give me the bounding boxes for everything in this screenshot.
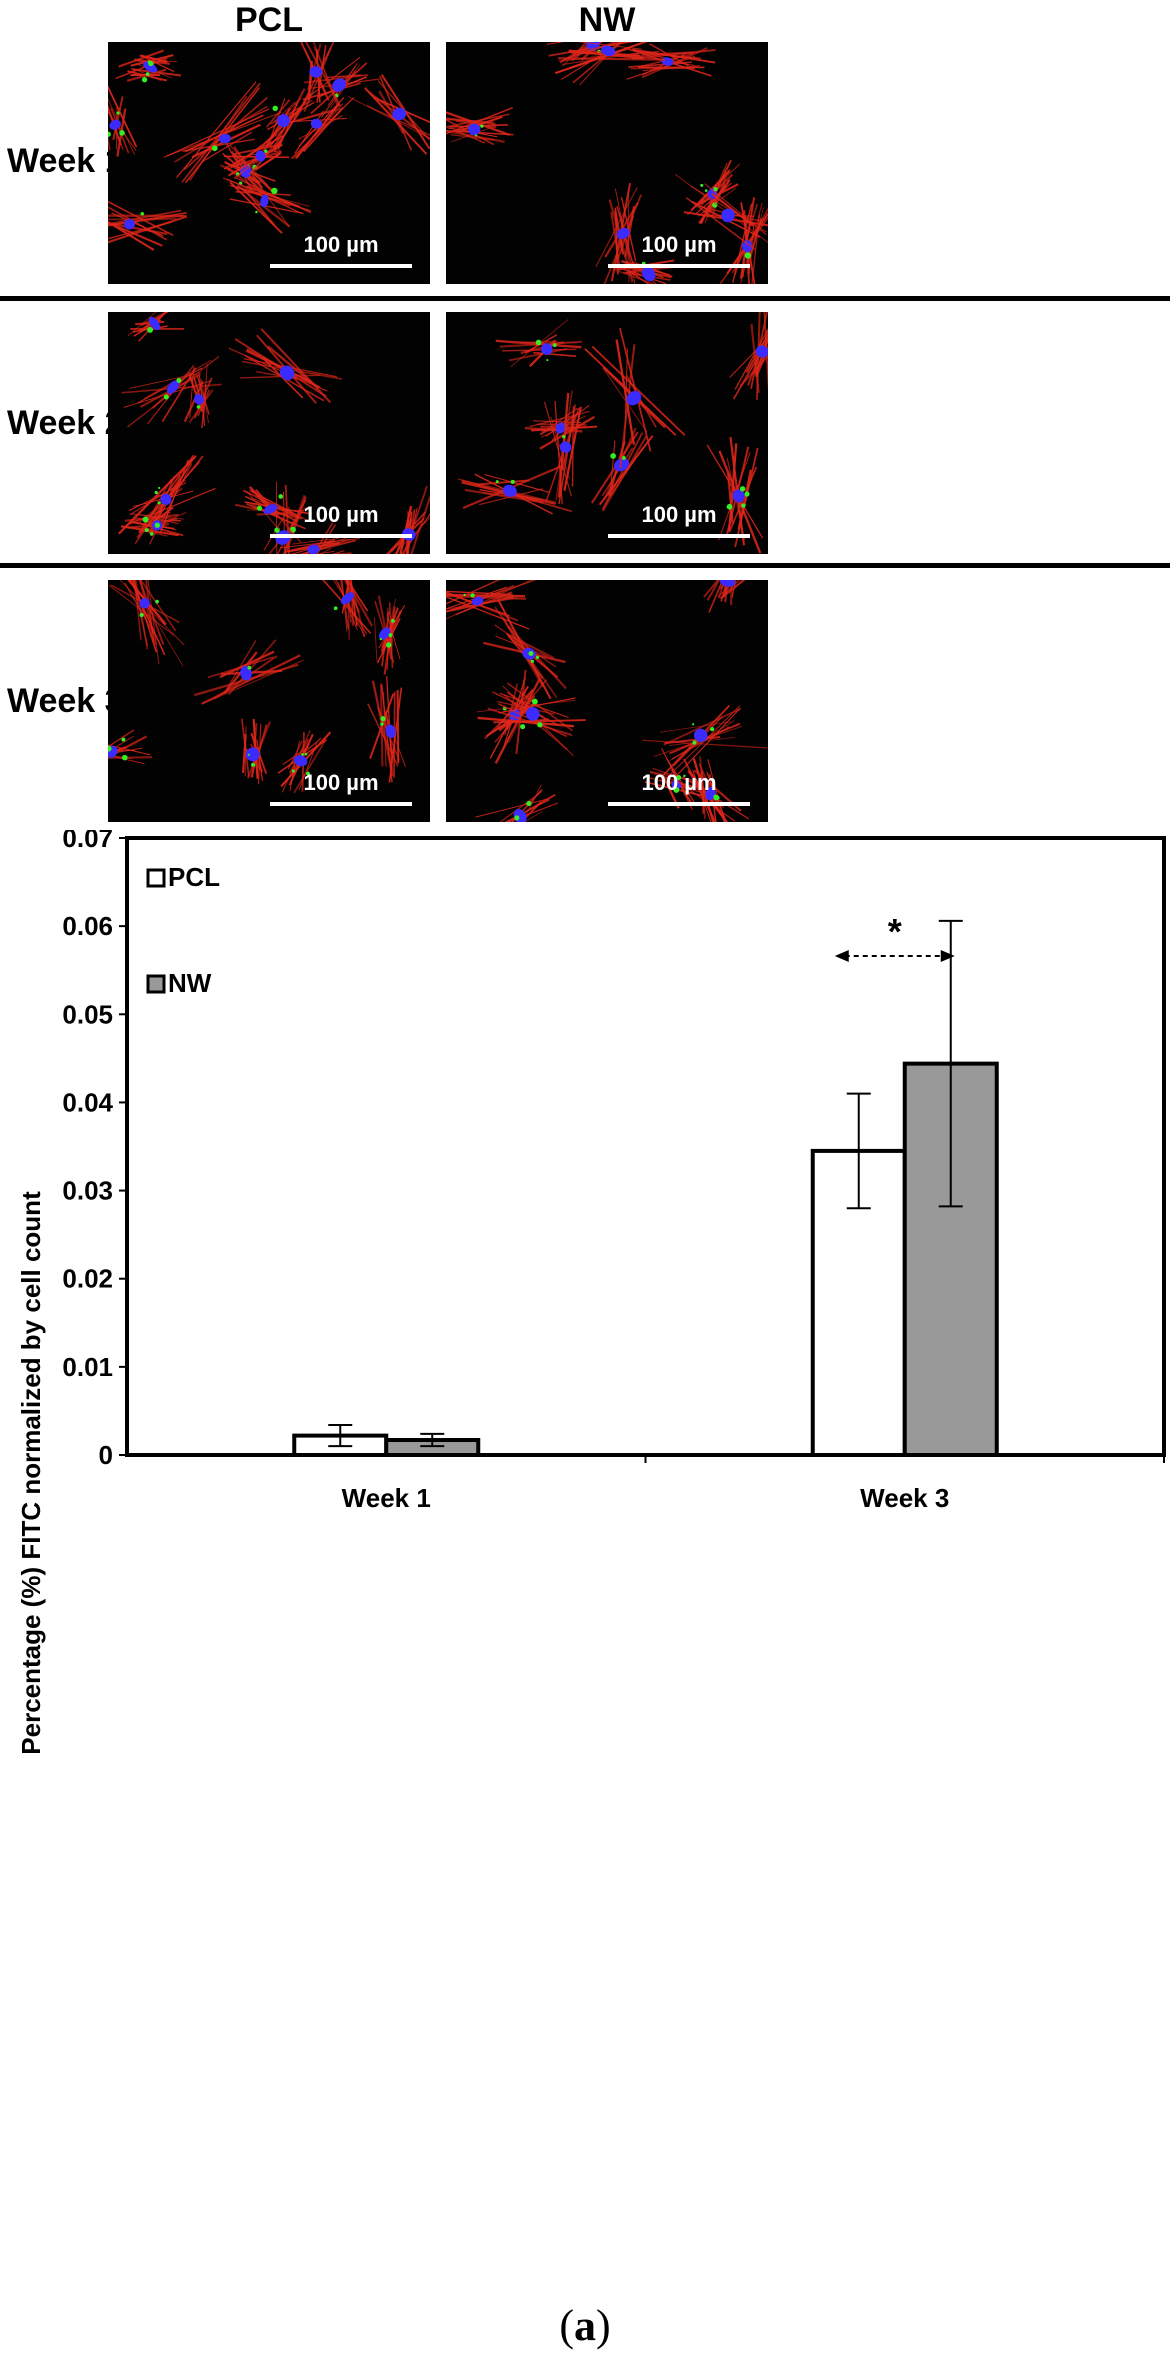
- scale-bar-label: 100 µm: [641, 770, 717, 795]
- scale-bar-label: 100 µm: [303, 770, 379, 795]
- row-label-week-1: Week 1: [7, 142, 124, 180]
- legend-swatch: [146, 974, 166, 994]
- cell-stain-image: [118, 312, 430, 554]
- scale-bar: [608, 534, 750, 538]
- cell-stain-image: [446, 42, 768, 284]
- row-label-week-2: Week 2: [7, 404, 124, 442]
- bar-chart: Percentage (%) FITC normalized by cell c…: [16, 830, 1166, 1755]
- legend-swatch: [146, 868, 166, 888]
- plot-frame: [125, 836, 1166, 1457]
- x-tick-label: Week 1: [342, 1483, 431, 1513]
- scale-bar: [270, 264, 412, 268]
- y-tick-label: 0.04: [62, 1087, 113, 1117]
- scale-bar-label: 100 µm: [303, 502, 379, 527]
- micrograph-pcl-week-1: 100 µm: [108, 42, 430, 284]
- y-tick-label: 0.05: [62, 999, 113, 1029]
- y-tick-label: 0.07: [62, 830, 113, 853]
- y-tick-label: 0: [99, 1440, 113, 1470]
- cell-stain-image: [108, 580, 407, 794]
- x-tick-label: Week 3: [860, 1483, 949, 1513]
- arrowhead-left: [834, 950, 849, 962]
- y-tick-label: 0.03: [62, 1176, 113, 1206]
- scale-bar-label: 100 µm: [303, 232, 379, 257]
- column-header-pcl: PCL: [235, 1, 303, 39]
- row-label-week-3: Week 3: [7, 682, 124, 720]
- cell-stain-image: [457, 312, 768, 554]
- micrograph-nw-week-3: 100 µm: [446, 580, 768, 822]
- cell-stain-image: [108, 42, 430, 251]
- legend-label: PCL: [168, 862, 220, 892]
- caption-label: a: [574, 2301, 596, 2350]
- scale-bar: [270, 802, 412, 806]
- row-divider-2: [0, 563, 1170, 568]
- arrowhead-right: [940, 950, 955, 962]
- y-axis-label: Percentage (%) FITC normalized by cell c…: [16, 1191, 46, 1755]
- y-tick-label: 0.02: [62, 1264, 113, 1294]
- scale-bar: [270, 534, 412, 538]
- legend-label: NW: [168, 968, 212, 998]
- scale-bar: [608, 264, 750, 268]
- micrograph-nw-week-1: 100 µm: [446, 42, 768, 284]
- y-tick-label: 0.06: [62, 911, 113, 941]
- micrograph-nw-week-2: 100 µm: [446, 312, 768, 554]
- micrograph-pcl-week-3: 100 µm: [108, 580, 430, 822]
- scale-bar-label: 100 µm: [641, 232, 717, 257]
- row-divider-1: [0, 296, 1170, 301]
- significance-marker: *: [888, 911, 902, 952]
- figure-caption: (a): [559, 2301, 611, 2350]
- micrograph-pcl-week-2: 100 µm: [108, 312, 430, 554]
- y-tick-label: 0.01: [62, 1352, 113, 1382]
- scale-bar: [608, 802, 750, 806]
- column-header-nw: NW: [578, 1, 636, 39]
- scale-bar-label: 100 µm: [641, 502, 717, 527]
